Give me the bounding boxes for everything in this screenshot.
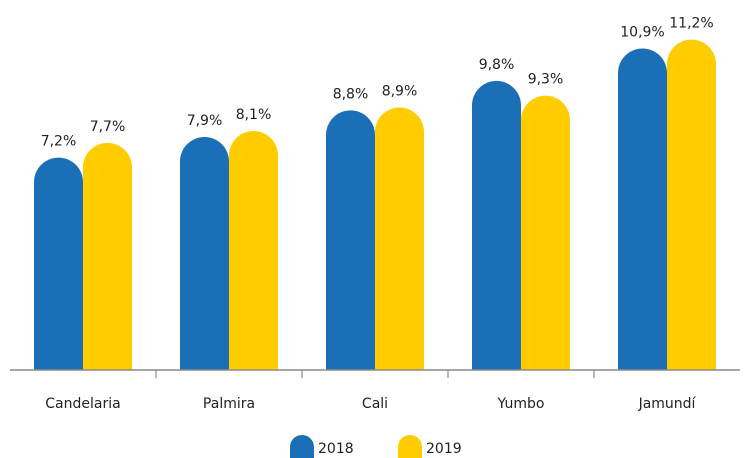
value-label: 8,8%	[333, 86, 369, 102]
x-tick-label: Palmira	[203, 396, 255, 412]
value-label: 8,9%	[382, 83, 418, 99]
x-tick-label: Jamundí	[638, 396, 697, 412]
bar	[34, 157, 83, 370]
bar	[180, 136, 229, 370]
value-label: 10,9%	[620, 24, 664, 40]
x-tick-label: Candelaria	[45, 396, 120, 412]
value-label: 11,2%	[669, 16, 713, 32]
value-label: 9,3%	[528, 72, 564, 88]
bar	[472, 80, 521, 370]
value-label: 8,1%	[236, 107, 272, 123]
value-label: 9,8%	[479, 57, 515, 73]
legend-label: 2018	[318, 441, 354, 457]
x-tick-label: Yumbo	[497, 396, 545, 412]
bar	[618, 48, 667, 371]
bar	[667, 39, 716, 370]
legend-swatch	[398, 435, 422, 458]
x-tick-label: Cali	[362, 396, 388, 412]
value-label: 7,7%	[90, 119, 126, 135]
bar	[83, 142, 132, 370]
legend-swatch	[290, 435, 314, 458]
value-label: 7,9%	[187, 113, 223, 129]
bar	[375, 107, 424, 370]
legend-label: 2019	[426, 441, 462, 457]
bar	[326, 110, 375, 370]
value-label: 7,2%	[41, 134, 77, 150]
bar	[521, 95, 570, 371]
bar	[229, 131, 278, 370]
